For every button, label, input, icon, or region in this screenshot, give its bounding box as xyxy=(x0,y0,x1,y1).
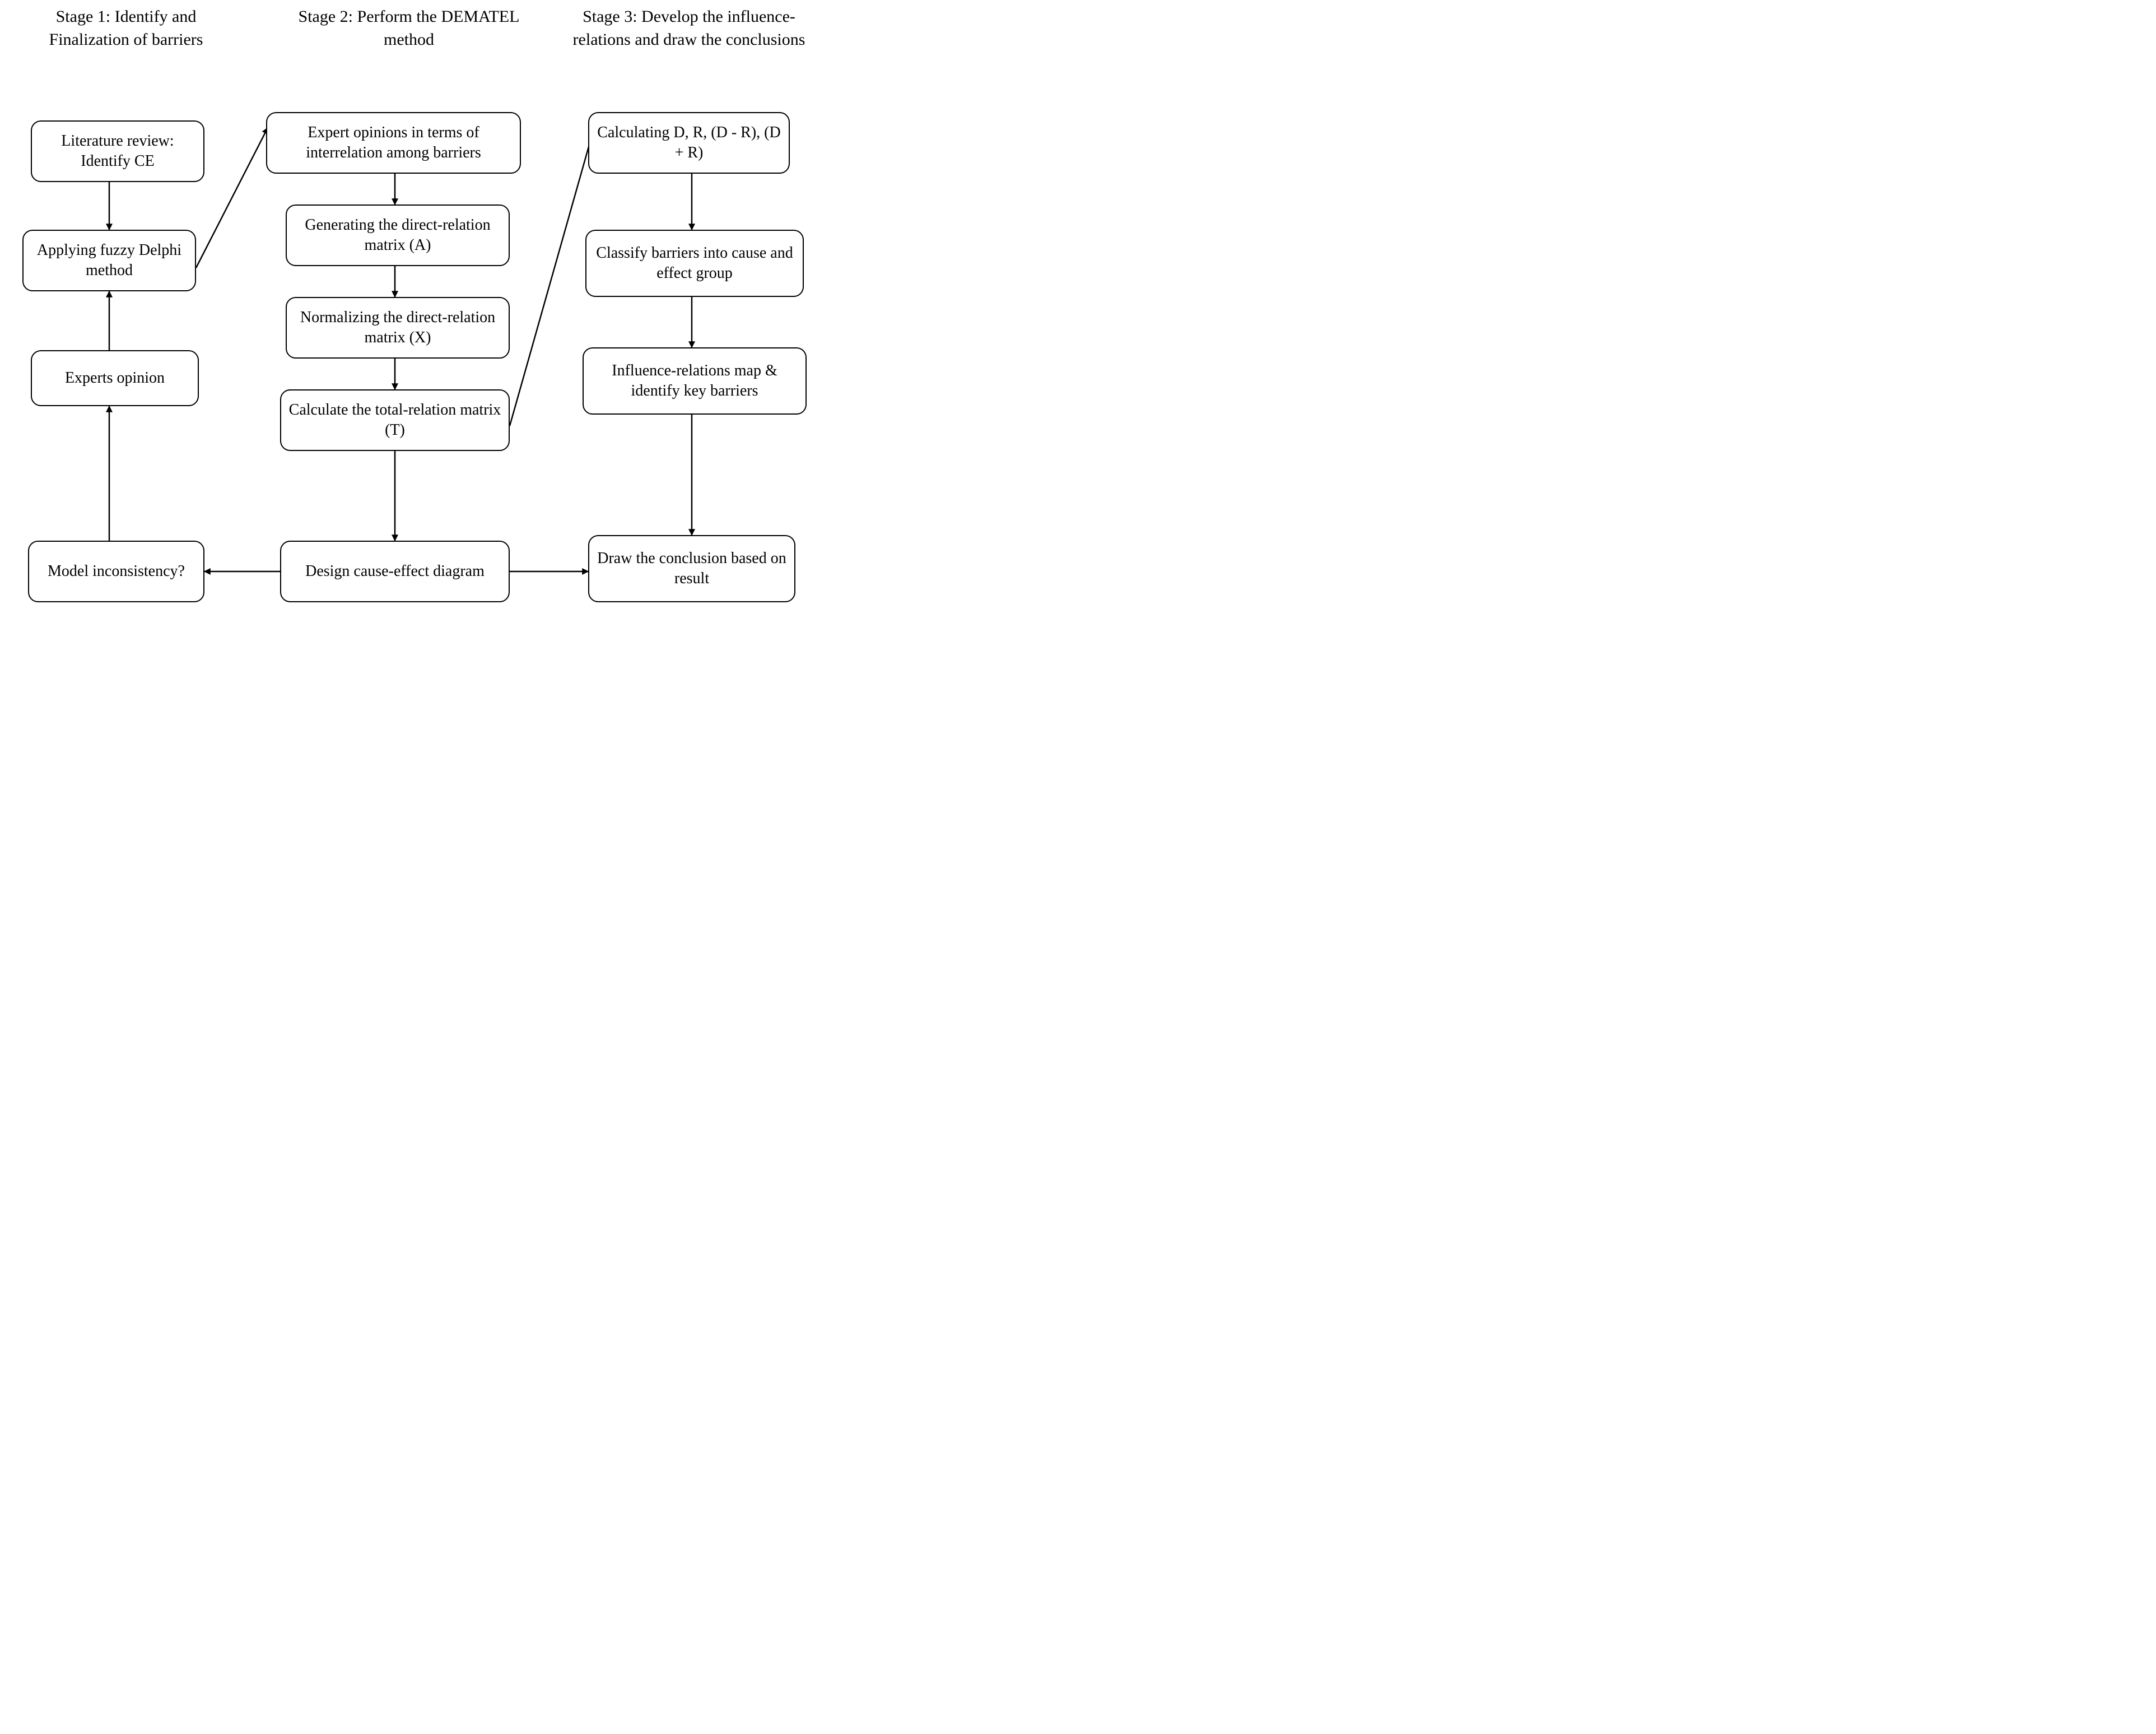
stage-header-3: Stage 3: Develop the influence-relations… xyxy=(566,6,812,51)
edge-e11 xyxy=(510,129,594,426)
node-n_dirmat: Generating the direct-relation matrix (A… xyxy=(286,204,510,266)
node-n_irmap: Influence-relations map & identify key b… xyxy=(583,347,807,415)
node-n_totmat: Calculate the total-relation matrix (T) xyxy=(280,389,510,451)
flowchart-canvas: Stage 1: Identify and Finalization of ba… xyxy=(0,0,829,667)
node-n_class: Classify barriers into cause and effect … xyxy=(585,230,804,297)
stage-header-2: Stage 2: Perform the DEMATEL method xyxy=(291,6,527,51)
node-n_conc: Draw the conclusion based on result xyxy=(588,535,795,602)
node-n_cediag: Design cause-effect diagram xyxy=(280,541,510,602)
node-n_experts: Experts opinion xyxy=(31,350,199,406)
node-n_normmat: Normalizing the direct-relation matrix (… xyxy=(286,297,510,359)
node-n_dr: Calculating D, R, (D - R), (D + R) xyxy=(588,112,790,174)
stage-header-1: Stage 1: Identify and Finalization of ba… xyxy=(22,6,230,51)
node-n_lit: Literature review: Identify CE xyxy=(31,120,204,182)
node-n_fuzzy: Applying fuzzy Delphi method xyxy=(22,230,196,291)
node-n_expop: Expert opinions in terms of interrelatio… xyxy=(266,112,521,174)
node-n_model: Model inconsistency? xyxy=(28,541,204,602)
edge-e4 xyxy=(196,128,268,268)
